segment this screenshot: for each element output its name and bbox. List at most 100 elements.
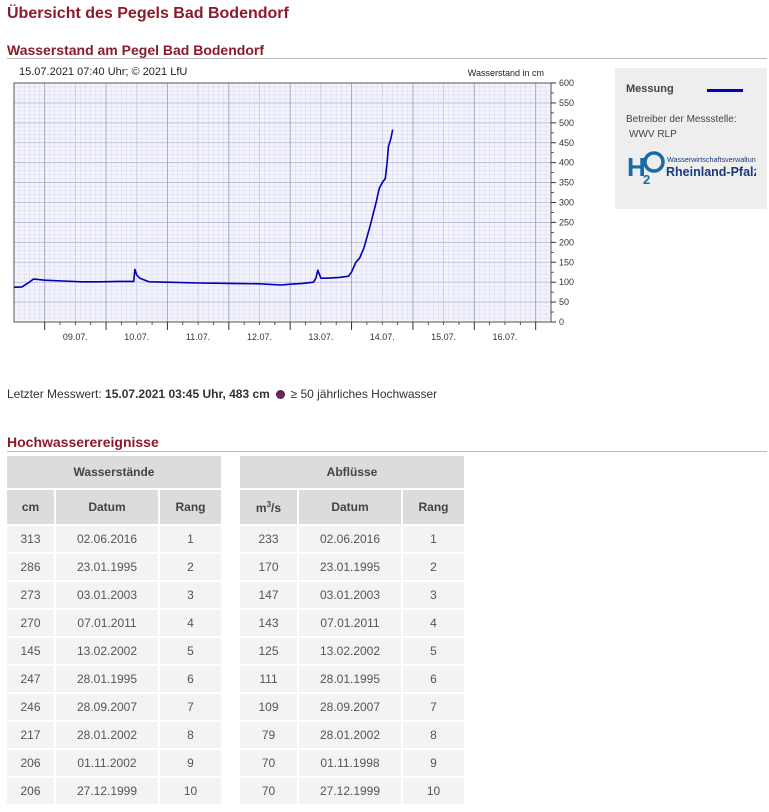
table-row: 206 01.11.2002 9 xyxy=(7,750,223,778)
last-value-prefix: Letzter Messwert: xyxy=(7,387,102,401)
table-row: 147 03.01.2003 3 xyxy=(240,582,466,610)
legend-box: Messung Betreiber der Messstelle: WWV RL… xyxy=(615,68,767,209)
table-row: 217 28.01.2002 8 xyxy=(7,722,223,750)
cell-rank: 1 xyxy=(160,526,223,554)
cell-date: 07.01.2011 xyxy=(299,610,403,638)
last-value-suffix: ≥ 50 jährliches Hochwasser xyxy=(290,387,438,401)
discharge-table: Abflüsse m3/s Datum Rang 233 02.06.2016 1 1… xyxy=(240,456,466,806)
table-row: 247 28.01.1995 6 xyxy=(7,666,223,694)
series-line-messung xyxy=(13,129,394,289)
y-tick-label: 600 xyxy=(559,78,574,88)
cell-rank: 5 xyxy=(403,638,466,666)
x-tick-label: 12.07. xyxy=(247,332,272,342)
cell-rank: 10 xyxy=(403,778,466,806)
x-tick-label: 09.07. xyxy=(63,332,88,342)
cell-value: 206 xyxy=(7,750,56,778)
cell-value: 79 xyxy=(240,722,299,750)
logo-2: 2 xyxy=(643,172,650,185)
table-row: 145 13.02.2002 5 xyxy=(7,638,223,666)
water-levels-header: Wasserstände xyxy=(7,456,223,490)
table-row: 170 23.01.1995 2 xyxy=(240,554,466,582)
table-row: 286 23.01.1995 2 xyxy=(7,554,223,582)
col-m3s-sup: 3 xyxy=(266,499,272,509)
col-m3s: m3/s xyxy=(240,490,299,526)
cell-rank: 6 xyxy=(160,666,223,694)
cell-date: 23.01.1995 xyxy=(56,554,160,582)
logo-h: H xyxy=(627,152,646,182)
table-row: 233 02.06.2016 1 xyxy=(240,526,466,554)
cell-date: 01.11.1998 xyxy=(299,750,403,778)
cell-value: 143 xyxy=(240,610,299,638)
table-row: 273 03.01.2003 3 xyxy=(7,582,223,610)
cell-date: 03.01.2003 xyxy=(299,582,403,610)
cell-value: 145 xyxy=(7,638,56,666)
table-row: 70 27.12.1999 10 xyxy=(240,778,466,806)
cell-value: 217 xyxy=(7,722,56,750)
logo-top-text: Wasserwirtschaftsverwaltung xyxy=(667,155,756,164)
chart-canvas: 09.07. 10.07. 11.07. 12.07. 13.07. 14.07. 15.0… xyxy=(13,66,574,342)
section-divider xyxy=(7,58,767,59)
cell-rank: 6 xyxy=(403,666,466,694)
cell-date: 28.01.1995 xyxy=(56,666,160,694)
cell-date: 07.01.2011 xyxy=(56,610,160,638)
operator-label: Betreiber der Messstelle: xyxy=(626,114,737,125)
page-title: Übersicht des Pegels Bad Bodendorf xyxy=(7,5,289,22)
cell-rank: 5 xyxy=(160,638,223,666)
y-tick-label: 0 xyxy=(559,317,564,327)
cell-date: 13.02.2002 xyxy=(299,638,403,666)
y-tick-label: 500 xyxy=(559,118,574,128)
cell-date: 28.01.2002 xyxy=(56,722,160,750)
chart-section-title: Wasserstand am Pegel Bad Bodendorf xyxy=(7,42,264,58)
cell-date: 28.09.2007 xyxy=(299,694,403,722)
rlp-logo[interactable]: H 2 Wasserwirtschaftsverwaltung Rheinlan… xyxy=(626,149,756,185)
cell-date: 28.09.2007 xyxy=(56,694,160,722)
table-row: 70 01.11.1998 9 xyxy=(240,750,466,778)
table-row: 246 28.09.2007 7 xyxy=(7,694,223,722)
table-row: 143 07.01.2011 4 xyxy=(240,610,466,638)
cell-rank: 2 xyxy=(160,554,223,582)
y-tick-label: 200 xyxy=(559,237,574,247)
logo-o-icon xyxy=(643,151,665,173)
col-rank: Rang xyxy=(403,490,466,526)
cell-date: 23.01.1995 xyxy=(299,554,403,582)
cell-value: 109 xyxy=(240,694,299,722)
legend-series-label: Messung xyxy=(626,83,674,95)
col-m3s-rest: /s xyxy=(271,500,282,515)
cell-rank: 10 xyxy=(160,778,223,806)
flood-class-dot-icon xyxy=(276,390,286,399)
cell-value: 111 xyxy=(240,666,299,694)
chart-title: 15.07.2021 07:40 Uhr; © 2021 LfU xyxy=(19,66,187,78)
y-tick-label: 150 xyxy=(559,257,574,267)
y-tick-label: 300 xyxy=(559,198,574,208)
cell-value: 125 xyxy=(240,638,299,666)
cell-date: 02.06.2016 xyxy=(299,526,403,554)
flood-section-title: Hochwasserereignisse xyxy=(7,434,159,450)
cell-rank: 2 xyxy=(403,554,466,582)
y-tick-label: 450 xyxy=(559,138,574,148)
x-tick-label: 14.07. xyxy=(370,332,395,342)
cell-value: 170 xyxy=(240,554,299,582)
col-date: Datum xyxy=(299,490,403,526)
cell-rank: 7 xyxy=(403,694,466,722)
cell-date: 13.02.2002 xyxy=(56,638,160,666)
table-row: 79 28.01.2002 8 xyxy=(240,722,466,750)
water-level-chart: 09.07. 10.07. 11.07. 12.07. 13.07. 14.07. 15.0… xyxy=(7,63,605,353)
last-measurement: Letzter Messwert: 15.07.2021 03:45 Uhr, … xyxy=(7,387,437,401)
cell-value: 273 xyxy=(7,582,56,610)
cell-rank: 8 xyxy=(403,722,466,750)
table-row: 206 27.12.1999 10 xyxy=(7,778,223,806)
cell-value: 247 xyxy=(7,666,56,694)
cell-date: 28.01.1995 xyxy=(299,666,403,694)
table-row: 313 02.06.2016 1 xyxy=(7,526,223,554)
discharge-header: Abflüsse xyxy=(240,456,466,490)
cell-date: 01.11.2002 xyxy=(56,750,160,778)
cell-rank: 4 xyxy=(160,610,223,638)
cell-rank: 4 xyxy=(403,610,466,638)
cell-value: 233 xyxy=(240,526,299,554)
col-rank: Rang xyxy=(160,490,223,526)
cell-value: 147 xyxy=(240,582,299,610)
y-tick-label: 50 xyxy=(559,297,569,307)
cell-date: 27.12.1999 xyxy=(299,778,403,806)
cell-rank: 8 xyxy=(160,722,223,750)
table-row: 125 13.02.2002 5 xyxy=(240,638,466,666)
